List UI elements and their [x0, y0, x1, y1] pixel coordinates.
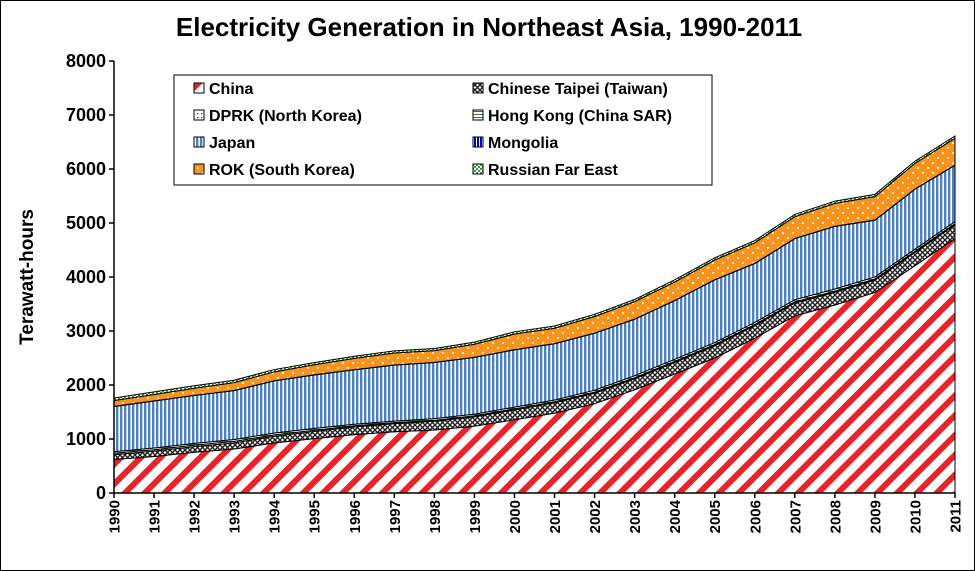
y-tick-label: 1000 [66, 429, 106, 449]
x-tick-label: 2003 [627, 500, 644, 533]
x-tick-label: 1997 [387, 500, 404, 533]
legend-label-chinese-taipei-taiwan: Chinese Taipei (Taiwan) [488, 81, 668, 98]
x-tick-label: 1999 [467, 500, 484, 533]
y-tick-labels: 0 1000 2000 3000 4000 5000 6000 7000 8000 [66, 51, 114, 503]
legend-swatch-mongolia [472, 136, 484, 148]
legend-box [173, 74, 713, 186]
legend-swatch-dprk-north-korea [193, 109, 205, 121]
y-tick-label: 5000 [66, 213, 106, 233]
legend-swatch-hong-kong-china-sar [472, 109, 484, 121]
legend-swatch-chinese-taipei-taiwan [472, 82, 484, 94]
legend-label-russian-far-east: Russian Far East [488, 162, 619, 179]
x-tick-label: 1994 [267, 499, 284, 533]
legend-label-rok-south-korea: ROK (South Korea) [209, 162, 355, 179]
x-tick-label: 2009 [867, 500, 884, 533]
x-tick-label: 2006 [747, 500, 764, 533]
legend-label-mongolia: Mongolia [488, 135, 558, 152]
legend-label-japan: Japan [209, 135, 255, 152]
legend-label-china: China [209, 81, 254, 98]
x-tick-label: 2011 [948, 500, 965, 533]
x-tick-label: 2004 [667, 499, 684, 533]
x-tick-label: 1990 [107, 500, 124, 533]
y-tick-label: 6000 [66, 159, 106, 179]
legend-swatch-china [193, 82, 205, 94]
x-tick-label: 1998 [427, 500, 444, 533]
x-tick-label: 2005 [707, 500, 724, 533]
x-tick-label: 2001 [547, 500, 564, 533]
x-tick-label: 2010 [908, 500, 925, 533]
series-areas [113, 135, 956, 494]
y-tick-label: 4000 [66, 267, 106, 287]
x-tick-labels: 1990 1991 1992 1993 1994 1995 1996 1997 1998 1999… [107, 493, 965, 533]
y-tick-label: 3000 [66, 321, 106, 341]
y-tick-label: 2000 [66, 375, 106, 395]
y-tick-label: 7000 [66, 105, 106, 125]
x-tick-label: 2007 [787, 500, 804, 533]
y-tick-label: 0 [96, 483, 106, 503]
legend-swatch-russian-far-east [472, 163, 484, 175]
x-tick-label: 1992 [187, 500, 204, 533]
x-tick-label: 1995 [307, 500, 324, 533]
legend-label-dprk-north-korea: DPRK (North Korea) [209, 108, 362, 125]
y-axis-title: Terawatt-hours [17, 209, 38, 345]
x-tick-label: 2008 [827, 500, 844, 533]
x-tick-label: 1996 [347, 500, 364, 533]
legend-swatch-japan [193, 136, 205, 148]
x-tick-label: 2002 [587, 500, 604, 533]
area-russian-far-east [113, 135, 956, 402]
legend-swatch-rok-south-korea [193, 163, 205, 175]
legend: China Chinese Taipei (Taiwan) DPRK (North … [173, 74, 713, 186]
x-tick-label: 1993 [227, 500, 244, 533]
legend-label-hong-kong-china-sar: Hong Kong (China SAR) [488, 108, 672, 125]
chart-title: Electricity Generation in Northeast Asia… [176, 12, 802, 42]
x-tick-label: 1991 [147, 500, 164, 533]
y-tick-label: 8000 [66, 51, 106, 71]
x-tick-label: 2000 [507, 500, 524, 533]
